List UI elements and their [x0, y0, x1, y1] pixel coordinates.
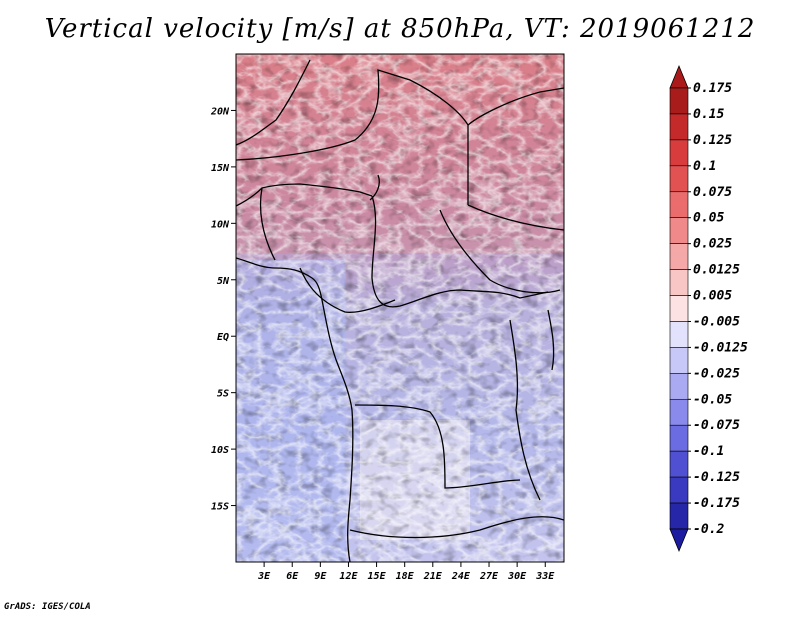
colorbar-label: 0.075: [693, 185, 732, 200]
lon-tick-label: 24E: [451, 571, 471, 582]
colorbar-label: 0.05: [693, 211, 724, 226]
colorbar-label: -0.025: [693, 366, 740, 381]
colorbar-bin: [669, 139, 689, 167]
map-boundaries: [236, 59, 564, 562]
colorbar-bin: [669, 424, 689, 452]
colorbar-label: -0.0125: [693, 340, 748, 355]
lat-tick-label: 10N: [211, 219, 230, 230]
lon-tick-label: 18E: [396, 571, 415, 582]
colorbar-bin: [669, 398, 689, 426]
map-frame: [235, 53, 565, 563]
colorbar-bin: [669, 191, 689, 219]
colorbar-label: 0.1: [693, 159, 716, 174]
colorbar-label: -0.175: [693, 496, 740, 511]
colorbar-bin: [669, 476, 689, 504]
lat-tick-label: 15N: [211, 163, 230, 174]
colorbar-label: -0.05: [693, 392, 732, 407]
lon-tick-label: 3E: [257, 571, 271, 582]
colorbar-label: 0.175: [693, 81, 732, 96]
lon-tick-label: 15E: [368, 571, 387, 582]
lon-tick-label: 30E: [507, 571, 527, 582]
colorbar-bin: [669, 87, 689, 115]
lat-tick-label: EQ: [217, 332, 229, 343]
colorbar-bin: [669, 217, 689, 244]
colorbar-label: -0.2: [693, 522, 724, 537]
colorbar-label: 0.125: [693, 133, 732, 148]
colorbar-label: 0.025: [693, 237, 732, 252]
chart-title: Vertical velocity [m/s] at 850hPa, VT: 2…: [44, 14, 756, 44]
lon-tick-label: 9E: [314, 571, 327, 582]
lat-tick-label: 15S: [211, 502, 229, 513]
colorbar-bin: [669, 295, 689, 322]
colorbar-label: -0.1: [693, 444, 724, 459]
lat-tick-label: 20N: [210, 106, 230, 117]
lon-tick-label: 6E: [286, 571, 299, 582]
colorbar-bin: [669, 321, 689, 348]
colorbar-bin: [669, 269, 689, 296]
colorbar-bin: [669, 165, 689, 193]
lat-tick-label: 10S: [211, 445, 229, 456]
lon-tick-label: 12E: [339, 571, 358, 582]
colorbar-label: 0.005: [693, 289, 732, 304]
colorbar-label: -0.075: [693, 418, 740, 433]
lon-tick-label: 33E: [535, 571, 555, 582]
lat-tick-label: 5S: [217, 389, 229, 400]
colorbar-bin: [669, 113, 689, 141]
velocity-field: [236, 54, 564, 562]
colorbar-bin: [669, 347, 689, 374]
colorbar-label: 0.0125: [693, 263, 740, 278]
colorbar-bottom-arrow: [669, 528, 689, 553]
colorbar-label: -0.125: [693, 470, 740, 485]
colorbar-bin: [669, 373, 689, 400]
colorbar: 0.175 0.15 0.125 0.1 0.075 0.05 0.025 0.0125 0.0…: [669, 64, 748, 553]
lat-tick-label: 5N: [217, 276, 230, 287]
lon-tick-label: 21E: [423, 571, 443, 582]
lon-tick-label: 27E: [479, 571, 499, 582]
map-axes: 20N 15N 10N 5N EQ 5S 10S 15S 3E 6E 9E 12E 15E 18E 21E 2…: [210, 106, 555, 582]
colorbar-bin: [669, 450, 689, 478]
colorbar-label: 0.15: [693, 107, 724, 122]
colorbar-label: -0.005: [693, 314, 740, 329]
colorbar-bin: [669, 243, 689, 270]
colorbar-bin: [669, 502, 689, 530]
grads-credit: GrADS: IGES/COLA: [4, 602, 91, 612]
colorbar-top-arrow: [669, 64, 689, 89]
